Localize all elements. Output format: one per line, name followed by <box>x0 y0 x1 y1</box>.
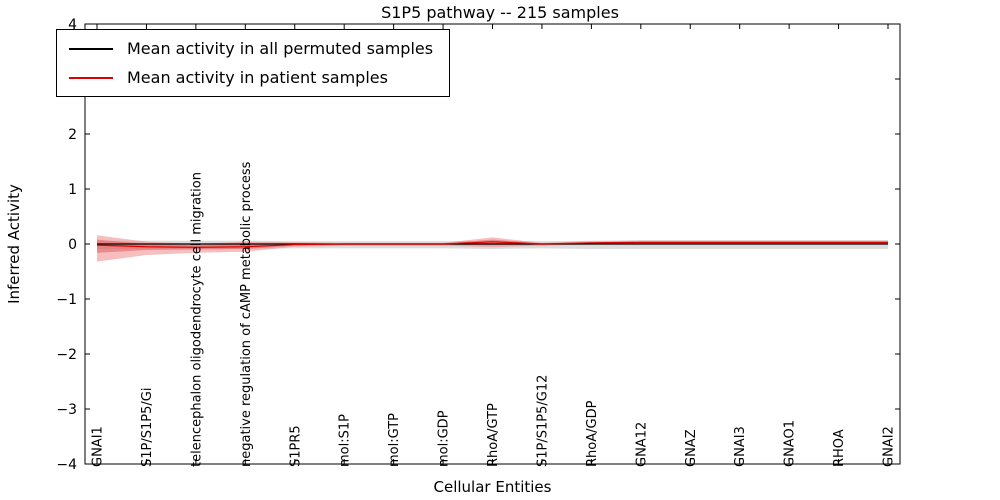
legend-line-permuted-icon <box>69 47 113 50</box>
x-axis-label: Cellular Entities <box>433 478 552 496</box>
x-tick-label: RhoA/GDP <box>585 400 600 467</box>
y-tick-label: −1 <box>56 292 77 308</box>
x-tick-label: negative regulation of cAMP metabolic pr… <box>239 161 254 467</box>
legend-item-patient: Mean activity in patient samples <box>69 68 433 87</box>
x-tick-label: GNA12 <box>634 422 649 467</box>
x-tick-label: mol:GDP <box>437 410 452 467</box>
x-tick-label: GNAI3 <box>733 426 748 467</box>
x-tick-label: S1PR5 <box>288 425 303 467</box>
x-tick-label: telencephalon oligodendrocyte cell migra… <box>189 172 204 467</box>
y-tick-label: 1 <box>68 182 77 198</box>
legend-line-patient-icon <box>69 76 113 79</box>
y-tick-label: −4 <box>56 457 77 473</box>
chart-title: S1P5 pathway -- 215 samples <box>381 3 619 22</box>
x-tick-label: mol:S1P <box>338 414 353 467</box>
x-tick-label: GNAO1 <box>783 420 798 467</box>
x-tick-label: RhoA/GTP <box>486 403 501 467</box>
x-tick-label: S1P/S1P5/Gi <box>140 388 155 467</box>
mean-line-series-1 <box>96 241 888 248</box>
x-tick-label: GNAZ <box>684 429 699 467</box>
y-tick-label: 0 <box>68 237 77 253</box>
legend-item-permuted: Mean activity in all permuted samples <box>69 39 433 58</box>
x-tick-label: mol:GTP <box>387 413 402 467</box>
x-tick-label: GNAI2 <box>882 426 897 467</box>
y-tick-label: 4 <box>68 17 77 33</box>
chart-legend: Mean activity in all permuted samples Me… <box>56 29 451 97</box>
y-tick-label: 2 <box>68 127 77 143</box>
y-tick-label: −3 <box>56 402 77 418</box>
x-tick-label: GNAI1 <box>91 426 106 467</box>
legend-label-permuted: Mean activity in all permuted samples <box>127 39 434 58</box>
x-tick-label: S1P/S1P5/G12 <box>535 375 550 467</box>
y-tick-label: −2 <box>56 347 77 363</box>
x-tick-label: RHOA <box>832 429 847 467</box>
legend-label-patient: Mean activity in patient samples <box>127 68 388 87</box>
